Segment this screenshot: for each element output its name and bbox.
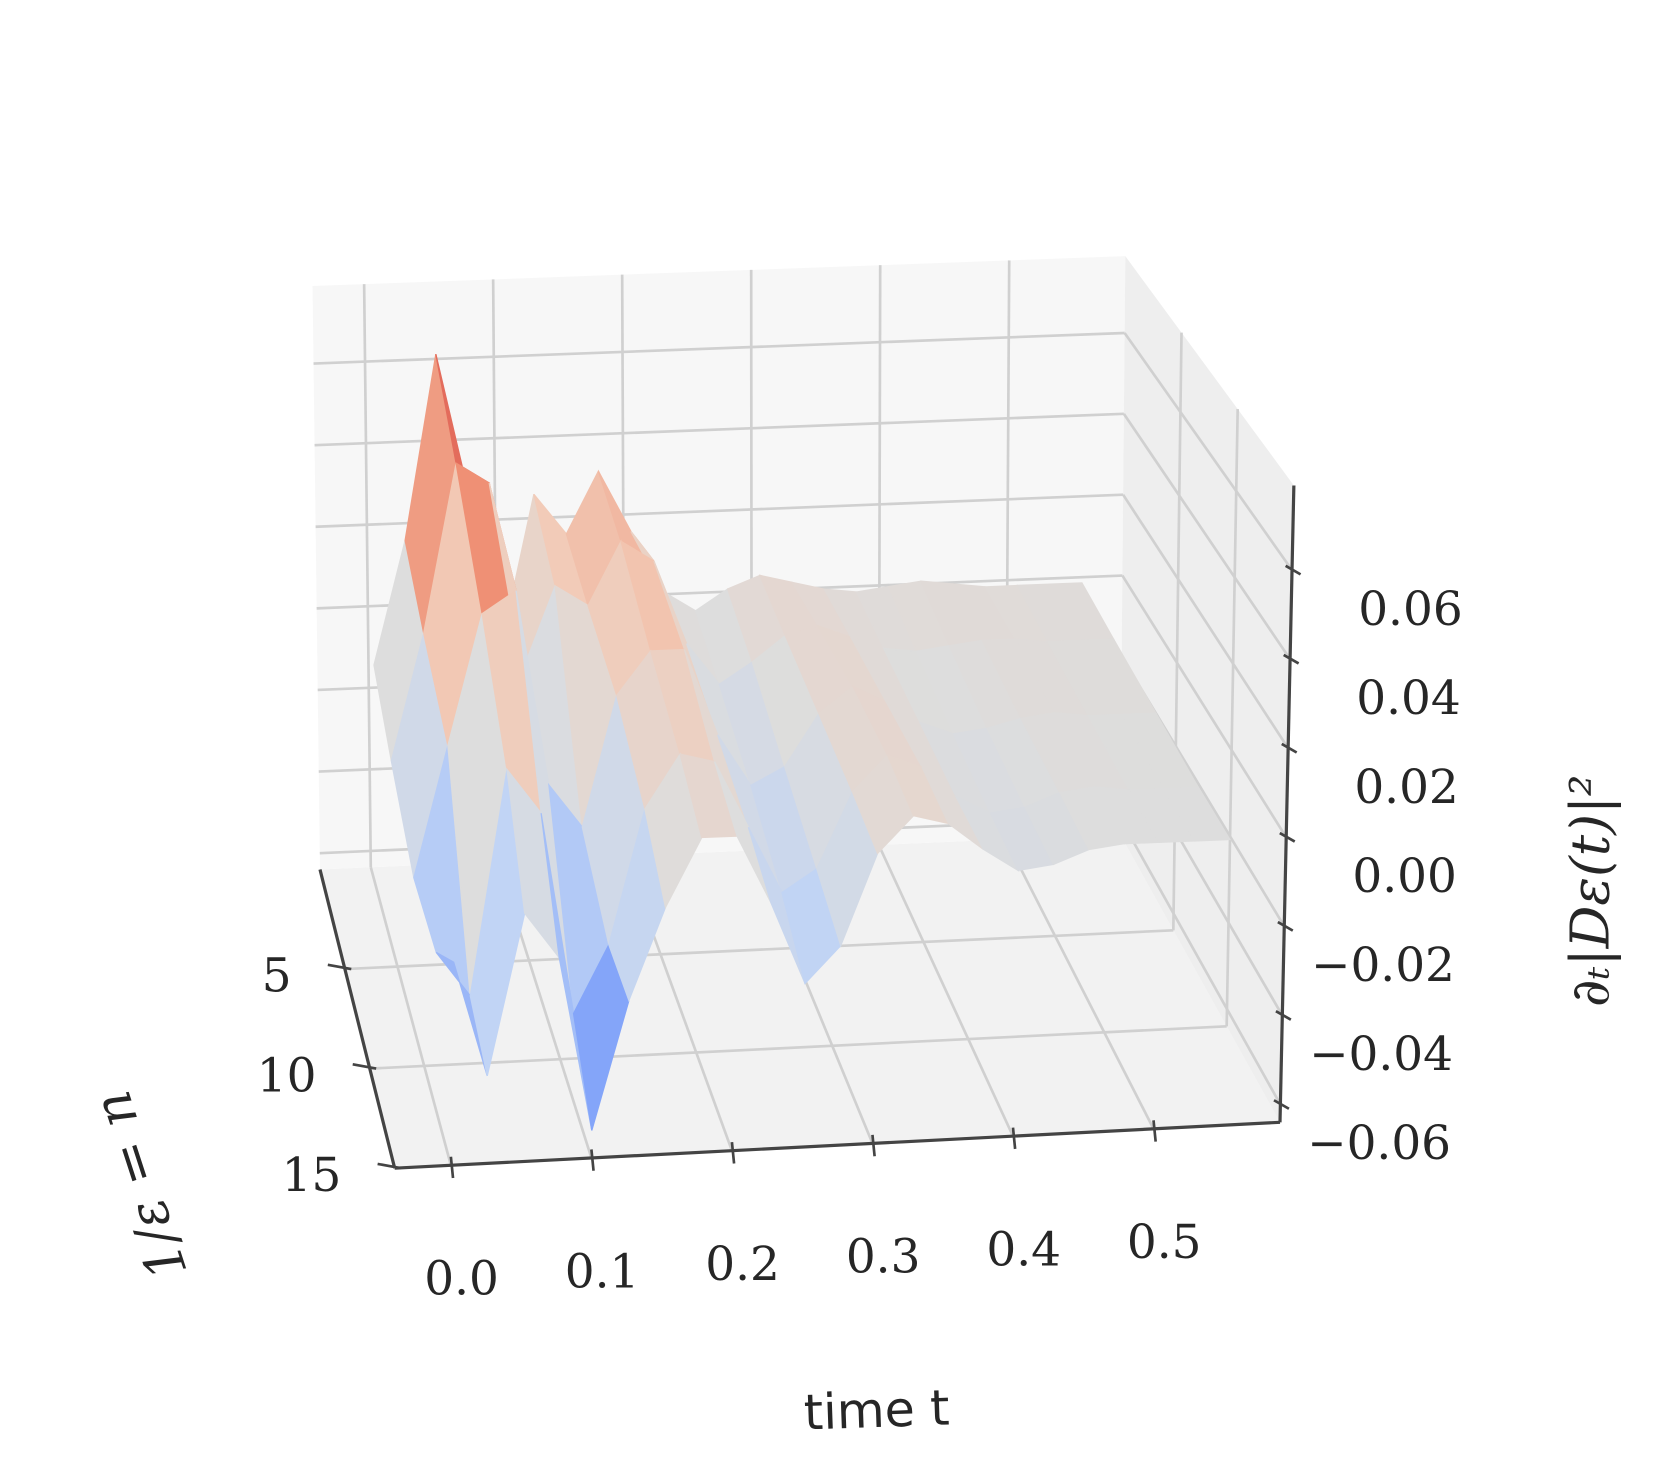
x-tick-label: 0.4 [986, 1222, 1061, 1277]
surface [373, 353, 1231, 1131]
axis-line [318, 869, 397, 1169]
grid-line [877, 844, 1015, 1137]
axis-line [1278, 485, 1296, 1123]
tick-mark [1011, 1127, 1017, 1150]
grid-line [1118, 817, 1282, 1106]
y-tick-label: 10 [257, 1048, 317, 1103]
tick-mark [449, 1156, 455, 1179]
tick-mark [352, 1063, 377, 1070]
z-axis-label: ∂ₜ|Dε(t)|² [1559, 775, 1622, 1007]
x-axis-label: time t [803, 1378, 951, 1441]
x-tick-label: 0.3 [846, 1230, 921, 1285]
x-tick-label: 0.5 [1127, 1215, 1202, 1270]
z-tick-label: −0.06 [1307, 1116, 1451, 1171]
tick-mark [327, 963, 352, 971]
z-tick-label: 0.02 [1354, 760, 1458, 815]
grid-line [313, 331, 1125, 365]
x-tick-label: 0.2 [705, 1237, 780, 1292]
axis-line [394, 1120, 1281, 1170]
grid-line [1122, 493, 1290, 749]
grid-line [369, 1024, 1227, 1070]
z-tick-label: 0.00 [1352, 849, 1456, 904]
grid-line [1121, 574, 1288, 839]
z-tick-label: 0.04 [1356, 671, 1460, 726]
x-tick-label: 0.1 [565, 1244, 640, 1299]
grid-line [1122, 413, 1292, 660]
x-tick-label: 0.0 [424, 1252, 499, 1307]
tick-mark [1152, 1120, 1157, 1142]
z-tick-label: 0.06 [1358, 582, 1462, 637]
y-axis-label: 1/ε = n [80, 1084, 200, 1287]
tick-mark [730, 1142, 736, 1164]
grid-line [369, 866, 453, 1166]
grid-line [1004, 838, 1155, 1130]
y-tick-label: 15 [282, 1148, 342, 1203]
tick-mark [590, 1149, 595, 1171]
tick-mark [871, 1134, 876, 1157]
surface-cell [1162, 786, 1231, 842]
y-tick-label: 5 [262, 949, 292, 1004]
grid-line [1123, 332, 1294, 571]
axes: 0.0 0.1 0.2 0.3 0.4 0.5 5 10 15 −0.06 −0.04 −0.02 0.… [257, 485, 1463, 1307]
z-tick-label: −0.04 [1309, 1027, 1453, 1082]
z-tick-label: −0.02 [1311, 938, 1455, 993]
